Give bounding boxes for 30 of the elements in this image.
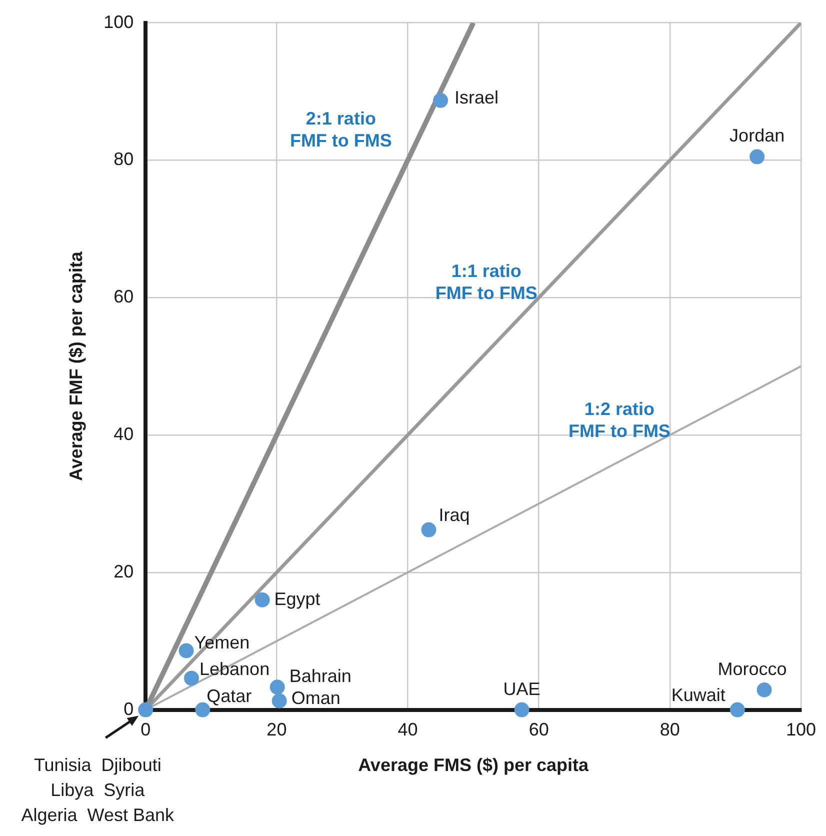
y-tick-label: 60 [114, 286, 134, 307]
series-label: Egypt [274, 588, 320, 609]
x-tick-label: 40 [398, 720, 418, 740]
y-tick-label: 20 [114, 561, 134, 582]
x-tick-label: 20 [266, 720, 287, 740]
series-label: Oman [291, 688, 340, 708]
y-tick-label: 80 [114, 149, 134, 170]
series-label: Iraq [438, 504, 470, 525]
y-tick-label: 100 [104, 12, 134, 32]
y-axis-title: Average FMF ($) per capita [66, 250, 86, 482]
x-tick-label: 60 [528, 720, 549, 740]
x-tick-label: 100 [786, 720, 816, 740]
series-label: Kuwait [671, 684, 726, 705]
y-tick-label: 40 [114, 424, 134, 444]
y-tick-label: 0 [124, 698, 134, 719]
series-label: Lebanon [200, 659, 270, 680]
annotation: 2:1 ratio FMF to FMS [290, 108, 392, 151]
x-axis-title: Average FMS ($) per capita [358, 755, 590, 776]
series-label: Morocco [718, 658, 787, 679]
text: Tunisia Djibouti Libya Syria Algeria West Bank [21, 754, 175, 825]
series-label: Bahrain [289, 666, 352, 686]
series-label: Yemen [194, 632, 250, 653]
x-tick-label: 80 [660, 720, 680, 740]
series-label: UAE [503, 678, 540, 699]
annotation: 1:1 ratio FMF to FMS [435, 261, 538, 304]
annotation: 1:2 ratio FMF to FMS [568, 399, 670, 442]
series-label: Qatar [206, 686, 252, 706]
x-tick-label: 0 [140, 720, 151, 740]
series-label: Jordan [730, 126, 785, 146]
series-label: Israel [454, 87, 499, 108]
